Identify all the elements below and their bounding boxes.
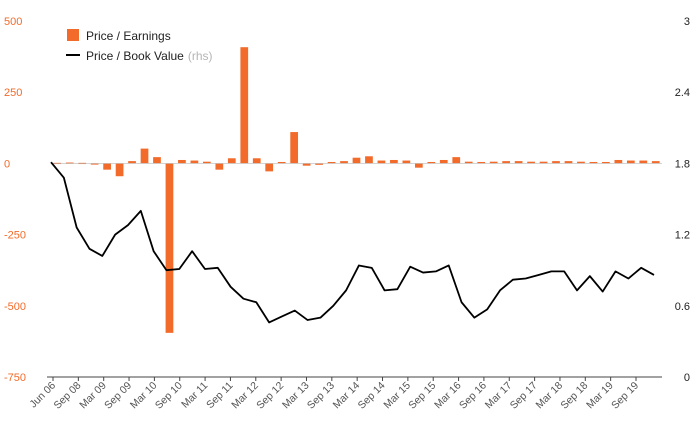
pe-bar — [290, 132, 299, 164]
pe-bar — [602, 161, 610, 164]
left-tick-label: 500 — [4, 16, 22, 28]
pe-bar — [153, 157, 161, 164]
pe-bar — [651, 161, 660, 164]
left-tick-label: 250 — [4, 87, 22, 99]
pe-bar — [227, 158, 236, 164]
pe-bar — [340, 161, 348, 164]
pe-bar — [265, 163, 274, 172]
pe-bar — [365, 156, 373, 164]
legend-line-label: Price / Book Value — [86, 49, 184, 63]
pe-bar — [452, 157, 461, 164]
pe-bar — [240, 47, 249, 164]
x-tick-label: Sep 11 — [204, 380, 236, 412]
pe-bar — [115, 163, 124, 177]
pe-bar — [402, 160, 411, 164]
left-axis: 500 250 0 -250 -500 -750 — [4, 16, 26, 384]
pe-bar — [464, 161, 473, 164]
legend: Price / Earnings Price / Book Value (rhs) — [66, 29, 213, 63]
pe-bar — [502, 161, 510, 164]
pe-bar — [439, 159, 448, 164]
pe-bar — [90, 163, 99, 165]
pe-bar — [477, 161, 486, 164]
pe-bar — [302, 163, 311, 166]
pe-bar — [639, 160, 648, 164]
x-tick-label: Sep 15 — [406, 380, 438, 412]
pe-bar — [215, 163, 224, 170]
right-tick-label: 1.8 — [675, 158, 690, 170]
pe-bar — [352, 157, 361, 164]
pe-bar — [315, 163, 323, 165]
legend-bar-label: Price / Earnings — [86, 29, 171, 43]
right-axis: 3 2.4 1.8 1.2 0.6 0 — [675, 16, 690, 384]
pe-bar — [103, 163, 111, 170]
legend-bar-swatch — [67, 29, 79, 41]
pe-bar — [277, 161, 286, 164]
pe-bar — [414, 163, 423, 168]
x-tick-label: Sep 13 — [305, 380, 337, 412]
pe-bars — [53, 47, 660, 333]
pe-bar — [552, 161, 560, 164]
left-tick-label: -500 — [4, 301, 26, 313]
x-tick-label: Mar 11 — [179, 380, 210, 411]
legend-line-suffix: (rhs) — [188, 49, 213, 63]
left-tick-label: -750 — [4, 372, 26, 384]
pe-bar — [577, 161, 585, 164]
pe-bar — [527, 161, 535, 164]
pe-bar — [564, 161, 573, 164]
x-tick-label: Sep 19 — [609, 380, 641, 412]
left-tick-label: -250 — [4, 230, 26, 242]
pe-bar — [589, 161, 598, 164]
pb-line — [50, 161, 655, 324]
pe-bar — [165, 163, 174, 333]
pe-bar — [140, 148, 149, 164]
right-tick-label: 3 — [684, 16, 690, 28]
pe-bar — [252, 158, 261, 164]
left-tick-label: 0 — [4, 158, 10, 170]
x-tick-label: Sep 17 — [508, 380, 540, 412]
x-tick-label: Sep 10 — [153, 380, 185, 412]
right-tick-label: 0.6 — [675, 301, 690, 313]
pe-bar — [514, 161, 523, 164]
right-tick-label: 1.2 — [675, 230, 690, 242]
pe-bar — [539, 161, 548, 164]
pe-bar — [377, 160, 386, 164]
pe-bar — [190, 160, 199, 164]
pe-bar — [128, 161, 136, 164]
right-tick-label: 2.4 — [675, 87, 690, 99]
pe-bar — [614, 159, 623, 164]
pe-bar — [626, 160, 635, 164]
right-tick-label: 0 — [684, 372, 690, 384]
x-tick-label: Sep 16 — [457, 380, 489, 412]
pe-bar — [178, 159, 186, 164]
legend-line-text: Price / Book Value (rhs) — [86, 49, 213, 63]
pe-bar — [427, 161, 436, 164]
pe-bar — [327, 161, 336, 164]
pe-bar — [203, 161, 211, 164]
pe-bar — [390, 159, 398, 164]
x-tick-label: Sep 08 — [51, 380, 83, 412]
x-tick-label: Sep 12 — [254, 380, 286, 412]
plot-area — [47, 47, 662, 378]
x-tick-label: Sep 18 — [558, 380, 590, 412]
x-tick-label: Sep 09 — [102, 380, 134, 412]
pe-bar — [489, 161, 498, 164]
x-tick-label: Sep 14 — [356, 380, 388, 412]
